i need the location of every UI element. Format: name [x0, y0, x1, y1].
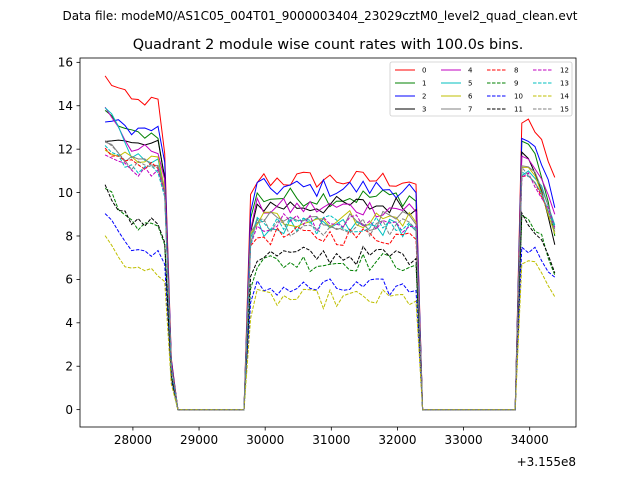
legend-label-10: 10	[514, 93, 523, 101]
legend-label-12: 12	[560, 67, 569, 75]
y-tick-label: 2	[65, 360, 73, 374]
series-line-11	[104, 184, 556, 411]
x-tick-label: 33000	[444, 433, 482, 447]
y-tick-label: 0	[65, 403, 73, 417]
x-tick-label: 29000	[180, 433, 218, 447]
y-tick-label: 4	[65, 316, 73, 330]
y-axis: 0 2 4 6 8 10 12 14 16	[58, 56, 80, 417]
chart-title: Quadrant 2 module wise count rates with …	[133, 37, 524, 53]
x-axis: 28000 29000 30000 31000 32000 33000 34000	[114, 427, 549, 447]
legend-label-2: 2	[422, 93, 426, 101]
y-tick-label: 10	[58, 186, 73, 200]
legend-label-0: 0	[422, 67, 426, 75]
series-lines	[104, 75, 556, 411]
y-tick-label: 16	[58, 56, 73, 70]
legend-label-9: 9	[514, 80, 518, 88]
legend-label-5: 5	[468, 80, 472, 88]
legend-label-13: 13	[560, 80, 569, 88]
x-tick-label: 34000	[511, 433, 549, 447]
x-tick-label: 31000	[312, 433, 350, 447]
legend-label-6: 6	[468, 93, 473, 101]
x-tick-label: 32000	[378, 433, 416, 447]
legend-label-14: 14	[560, 93, 569, 101]
legend-box	[389, 61, 573, 117]
plot-area	[80, 58, 576, 427]
legend-label-11: 11	[514, 106, 523, 114]
legend-label-15: 15	[560, 106, 569, 114]
x-tick-label: 28000	[114, 433, 152, 447]
axes-frame	[79, 57, 577, 428]
y-tick-label: 12	[58, 142, 73, 156]
legend-label-4: 4	[468, 67, 473, 75]
x-offset-label: +3.155e8	[517, 455, 576, 469]
legend-label-7: 7	[468, 106, 472, 114]
legend-label-8: 8	[514, 67, 518, 75]
y-tick-label: 8	[65, 229, 73, 243]
x-tick-label: 30000	[246, 433, 284, 447]
y-tick-label: 14	[58, 99, 73, 113]
series-line-9	[104, 187, 556, 411]
y-tick-label: 6	[65, 273, 73, 287]
series-line-14	[104, 235, 556, 411]
legend-label-3: 3	[422, 106, 426, 114]
legend-label-1: 1	[422, 80, 426, 88]
chart-suptitle: Data file: modeM0/AS1C05_004T01_90000034…	[62, 9, 577, 23]
